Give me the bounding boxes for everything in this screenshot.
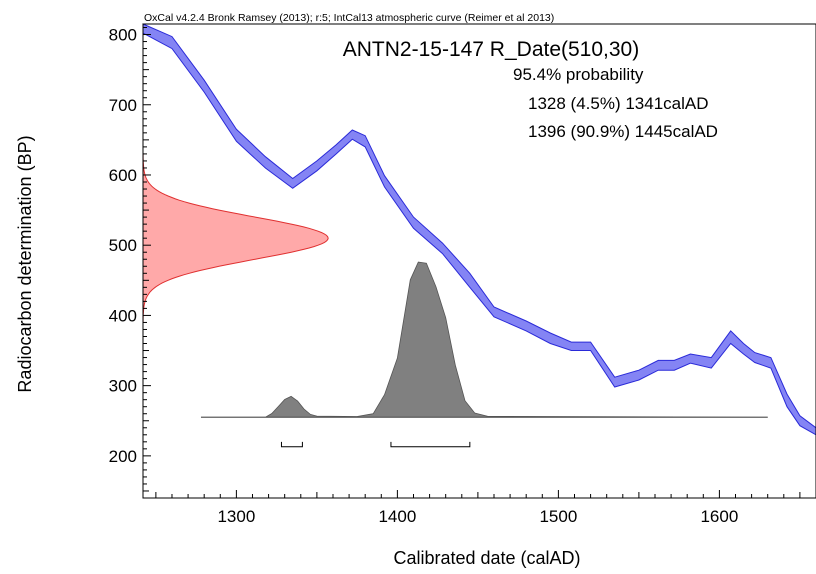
y-axis: 200 300 400 500 600 700 800 <box>109 26 151 492</box>
y-tick-label: 800 <box>109 26 137 45</box>
measurement-distribution <box>142 153 329 323</box>
plot-area <box>142 23 816 448</box>
posterior-distribution <box>200 261 768 418</box>
y-tick-label: 200 <box>109 447 137 466</box>
y-tick-label: 300 <box>109 377 137 396</box>
y-tick-label: 400 <box>109 306 137 325</box>
measurement-gaussian <box>142 153 329 323</box>
x-tick-label: 1500 <box>539 507 577 526</box>
x-axis-label: Calibrated date (calAD) <box>393 548 580 568</box>
header-text: OxCal v4.2.4 Bronk Ramsey (2013); r:5; I… <box>144 12 554 24</box>
range-brackets <box>280 441 471 448</box>
range-bracket-1 <box>280 441 303 448</box>
plot-frame <box>142 23 816 499</box>
range-label-2: 1396 (90.9%) 1445calAD <box>528 122 718 141</box>
calibration-band <box>142 23 816 436</box>
x-tick-label: 1400 <box>378 507 416 526</box>
probability-label: 95.4% probability <box>513 65 644 84</box>
range-bracket-2 <box>390 441 471 448</box>
chart-title: ANTN2-15-147 R_Date(510,30) <box>343 38 639 61</box>
calibration-curve <box>142 23 816 436</box>
posterior-area <box>201 261 768 418</box>
range-label-1: 1328 (4.5%) 1341calAD <box>528 94 709 113</box>
y-tick-label: 500 <box>109 236 137 255</box>
y-axis-label: Radiocarbon determination (BP) <box>15 135 35 392</box>
y-tick-label: 600 <box>109 166 137 185</box>
x-tick-label: 1300 <box>217 507 255 526</box>
x-axis: 1300 1400 1500 1600 <box>155 490 816 526</box>
x-tick-label: 1600 <box>700 507 738 526</box>
y-tick-label: 700 <box>109 96 137 115</box>
